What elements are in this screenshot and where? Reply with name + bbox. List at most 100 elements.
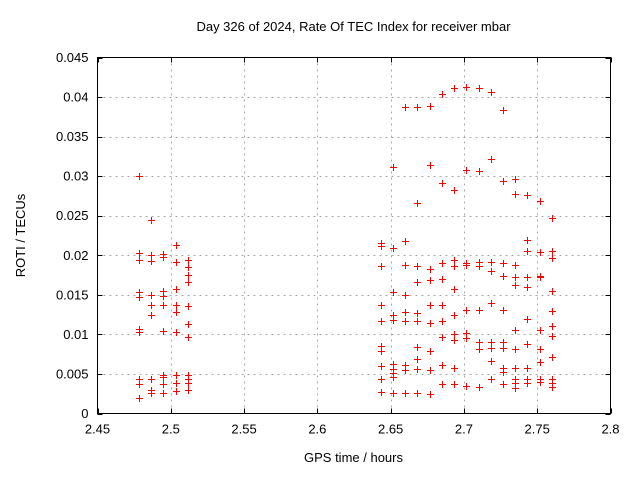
data-point: [451, 85, 458, 92]
data-points: [136, 84, 556, 402]
data-point: [524, 237, 531, 244]
data-point: [524, 365, 531, 372]
data-point: [378, 318, 385, 325]
y-tick-label: 0.035: [56, 129, 89, 144]
data-point: [160, 328, 167, 335]
data-point: [427, 266, 434, 273]
data-point: [537, 274, 544, 281]
y-tick-label: 0.005: [56, 366, 89, 381]
data-point: [390, 164, 397, 171]
data-point: [488, 339, 495, 346]
data-point: [549, 384, 556, 391]
data-point: [160, 390, 167, 397]
data-point: [427, 320, 434, 327]
data-point: [500, 339, 507, 346]
data-point: [512, 262, 519, 269]
data-point: [537, 198, 544, 205]
data-point: [549, 354, 556, 361]
data-point: [173, 380, 180, 387]
data-point: [185, 380, 192, 387]
x-tick-label: 2.65: [378, 422, 403, 437]
data-point: [463, 167, 470, 174]
data-point: [476, 384, 483, 391]
data-point: [148, 292, 155, 299]
data-point: [136, 329, 143, 336]
data-point: [488, 156, 495, 163]
data-point: [476, 263, 483, 270]
data-point: [549, 248, 556, 255]
data-point: [476, 346, 483, 353]
x-tick-label: 2.6: [308, 422, 326, 437]
data-point: [512, 327, 519, 334]
data-point: [537, 249, 544, 256]
data-point: [136, 395, 143, 402]
data-point: [160, 254, 167, 261]
x-tick-label: 2.5: [162, 422, 180, 437]
data-point: [439, 180, 446, 187]
data-point: [512, 385, 519, 392]
data-point: [173, 286, 180, 293]
data-point: [414, 356, 421, 363]
data-point: [414, 310, 421, 317]
data-point: [136, 294, 143, 301]
plot-border: [97, 57, 611, 414]
data-point: [476, 168, 483, 175]
data-point: [524, 284, 531, 291]
data-point: [414, 390, 421, 397]
y-tick-label: 0.02: [63, 248, 88, 263]
data-point: [136, 381, 143, 388]
data-point: [488, 358, 495, 365]
data-point: [185, 303, 192, 310]
data-point: [185, 257, 192, 264]
data-point: [512, 274, 519, 281]
data-point: [185, 264, 192, 271]
data-point: [512, 365, 519, 372]
data-point: [148, 217, 155, 224]
data-point: [378, 376, 385, 383]
data-point: [390, 390, 397, 397]
data-point: [439, 91, 446, 98]
y-tick-label: 0.045: [56, 50, 89, 65]
data-point: [512, 282, 519, 289]
data-point: [500, 369, 507, 376]
data-point: [378, 389, 385, 396]
grid-lines: [97, 57, 611, 414]
data-point: [148, 312, 155, 319]
data-point: [390, 245, 397, 252]
data-point: [451, 263, 458, 270]
data-point: [185, 387, 192, 394]
data-point: [402, 262, 409, 269]
data-point: [500, 307, 507, 314]
data-point: [427, 302, 434, 309]
data-point: [402, 238, 409, 245]
data-point: [512, 191, 519, 198]
data-point: [463, 262, 470, 269]
y-tick-label: 0.01: [63, 327, 88, 342]
data-point: [378, 263, 385, 270]
data-point: [427, 367, 434, 374]
data-point: [537, 359, 544, 366]
data-point: [427, 391, 434, 398]
data-point: [549, 288, 556, 295]
data-point: [136, 250, 143, 257]
data-point: [439, 302, 446, 309]
x-tick-label: 2.55: [231, 422, 256, 437]
data-point: [402, 292, 409, 299]
data-point: [488, 259, 495, 266]
data-point: [160, 293, 167, 300]
data-point: [390, 289, 397, 296]
data-point: [524, 341, 531, 348]
data-point: [148, 252, 155, 259]
data-point: [185, 279, 192, 286]
data-point: [185, 272, 192, 279]
y-tick-label: 0.015: [56, 287, 89, 302]
data-point: [488, 89, 495, 96]
data-point: [402, 390, 409, 397]
data-point: [463, 383, 470, 390]
data-point: [402, 104, 409, 111]
data-point: [148, 376, 155, 383]
data-point: [378, 302, 385, 309]
data-point: [500, 260, 507, 267]
data-point: [537, 346, 544, 353]
data-point: [524, 380, 531, 387]
